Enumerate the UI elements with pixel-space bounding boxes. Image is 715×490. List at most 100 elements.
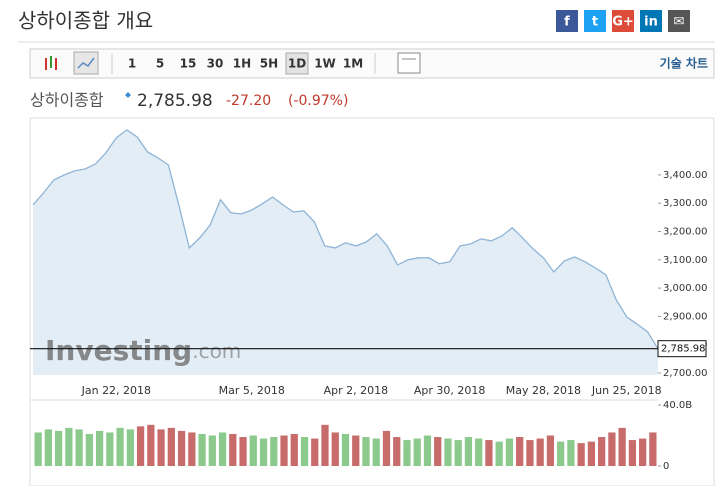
volume-bar: [198, 433, 206, 466]
volume-bar: [44, 429, 52, 466]
volume-bar: [106, 432, 114, 466]
volume-bar: [54, 430, 63, 466]
volume-bar: [557, 441, 565, 466]
volume-bar: [218, 432, 227, 466]
volume-bar: [444, 438, 452, 466]
interval-button[interactable]: 15: [180, 57, 197, 71]
share-icon-label: f: [564, 15, 570, 30]
volume-bar: [362, 437, 370, 466]
x-tick-label: May 28, 2018: [506, 384, 581, 397]
y-tick-label: 3,100.00: [663, 255, 708, 266]
candle-icon[interactable]: [45, 56, 57, 70]
share-icon-label: G+: [612, 15, 634, 30]
x-tick-label: Apr 30, 2018: [414, 384, 486, 397]
volume-bar: [393, 437, 401, 466]
interval-button[interactable]: 5H: [260, 57, 278, 71]
share-icon[interactable]: [640, 10, 662, 32]
volume-bar: [85, 433, 93, 466]
volume-bar: [321, 424, 329, 466]
quote-change: -27.20: [226, 93, 271, 109]
area-fill: [33, 129, 658, 375]
volume-bar: [546, 435, 555, 466]
technical-chart-link[interactable]: 기술 차트: [660, 56, 708, 71]
volume-bar: [495, 441, 503, 466]
x-tick-label: Jun 25, 2018: [591, 384, 662, 397]
volume-bar: [75, 429, 83, 466]
volume-bar: [270, 437, 278, 466]
volume-bar: [157, 429, 165, 466]
volume-bar: [372, 438, 380, 466]
volume-bar: [475, 438, 483, 466]
volume-bar: [95, 430, 104, 466]
interval-button[interactable]: 30: [207, 57, 224, 71]
line-icon[interactable]: [73, 51, 99, 75]
quote-icon: [125, 92, 131, 98]
volume-bar: [403, 440, 411, 466]
quote-name: 상하이종합: [30, 91, 104, 110]
interval-button[interactable]: 1D: [288, 57, 306, 71]
volume-bar: [454, 440, 462, 466]
toolbar: [29, 48, 715, 79]
volume-bar: [577, 443, 585, 466]
volume-bar: [628, 440, 637, 466]
volume-bar: [290, 433, 298, 466]
volume-bar: [34, 432, 42, 466]
share-icon[interactable]: [584, 10, 606, 32]
volume-bar: [147, 424, 155, 466]
y-tick-label: 3,300.00: [663, 198, 708, 209]
settings-icon[interactable]: [397, 52, 421, 74]
share-icon[interactable]: [668, 10, 690, 32]
share-icon[interactable]: [556, 10, 578, 32]
volume-bar: [126, 429, 134, 466]
volume-bar: [229, 433, 237, 466]
volume-bar: [300, 437, 309, 466]
y-tick-label: 2,900.00: [663, 311, 708, 322]
volume-bar: [608, 432, 616, 466]
volume-bar: [259, 438, 268, 466]
last-price-box: [657, 340, 707, 358]
volume-bar: [208, 435, 216, 466]
x-tick-label: Jan 22, 2018: [81, 384, 151, 397]
volume-bar: [239, 437, 247, 466]
volume-bar: [649, 432, 657, 466]
interval-button[interactable]: 1W: [314, 57, 336, 71]
volume-bar: [136, 426, 145, 466]
volume-bar: [567, 440, 575, 466]
interval-button[interactable]: 1H: [233, 57, 251, 71]
volume-bar: [485, 440, 493, 466]
volume-bar: [423, 435, 432, 466]
volume-bar: [331, 432, 339, 466]
volume-bar: [167, 427, 175, 466]
share-icon[interactable]: [612, 10, 634, 32]
volume-bar: [587, 441, 596, 466]
y-tick-label: 3,000.00: [663, 283, 708, 294]
volume-bar: [434, 437, 442, 466]
volume-bar: [505, 438, 514, 466]
x-tick-label: Mar 5, 2018: [219, 384, 285, 397]
watermark: Investing.com: [45, 334, 241, 367]
watermark-suffix: .com: [192, 339, 241, 363]
volume-bar: [382, 430, 391, 466]
interval-button[interactable]: 1: [128, 57, 136, 71]
line-icon-glyph: [77, 57, 95, 69]
y-tick-label: 3,200.00: [663, 227, 708, 238]
price-line: [32, 129, 659, 350]
volume-bar: [280, 435, 288, 466]
volume-bar: [536, 438, 544, 466]
quote-price: 2,785.98: [137, 91, 213, 111]
volume-bar: [516, 437, 524, 466]
volume-bar: [311, 438, 319, 466]
interval-button[interactable]: 1M: [343, 57, 363, 71]
volume-bar: [352, 435, 360, 466]
volume-bar: [618, 427, 626, 466]
last-price-label: 2,785.98: [661, 344, 706, 355]
volume-tick-label: 0: [663, 461, 669, 472]
interval-button[interactable]: 5: [156, 57, 164, 71]
volume-bar: [249, 435, 257, 466]
y-tick-label: 2,700.00: [663, 368, 708, 379]
volume-bar: [341, 433, 350, 466]
share-icon-label: ✉: [674, 15, 685, 30]
volume-bar: [413, 438, 421, 466]
volume-bar: [177, 430, 186, 466]
